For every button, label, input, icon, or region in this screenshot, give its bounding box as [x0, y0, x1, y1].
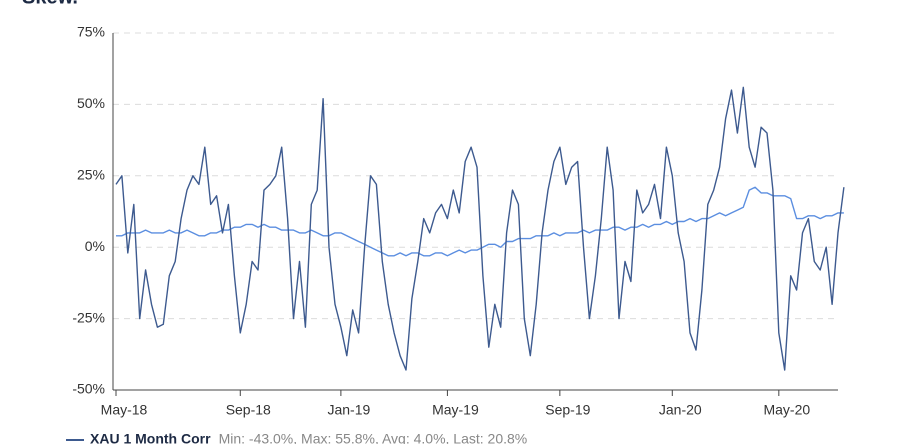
series-line — [115, 86, 845, 371]
logo: Skew. — [22, 0, 78, 8]
y-tick-label: 50% — [77, 95, 105, 111]
y-tick-label: 75% — [77, 24, 105, 40]
x-tick-label: Jan-19 — [327, 402, 370, 418]
x-tick-label: Jan-20 — [659, 402, 702, 418]
y-tick-label: -25% — [72, 309, 105, 325]
x-tick-label: Sep-18 — [226, 402, 271, 418]
y-tick-label: 25% — [77, 167, 105, 183]
y-tick-label: -50% — [72, 381, 105, 397]
x-tick-label: Sep-19 — [545, 402, 590, 418]
x-tick-label: May-20 — [763, 402, 810, 418]
y-tick-label: 0% — [85, 238, 105, 254]
series-line — [116, 186, 844, 257]
legend-stats: Min: -43.0%, Max: 55.8%, Avg: 4.0%, Last… — [219, 431, 528, 444]
x-tick-label: May-19 — [432, 402, 479, 418]
x-tick-label: May-18 — [101, 402, 148, 418]
legend-label: XAU 1 Month Corr — [90, 431, 211, 444]
